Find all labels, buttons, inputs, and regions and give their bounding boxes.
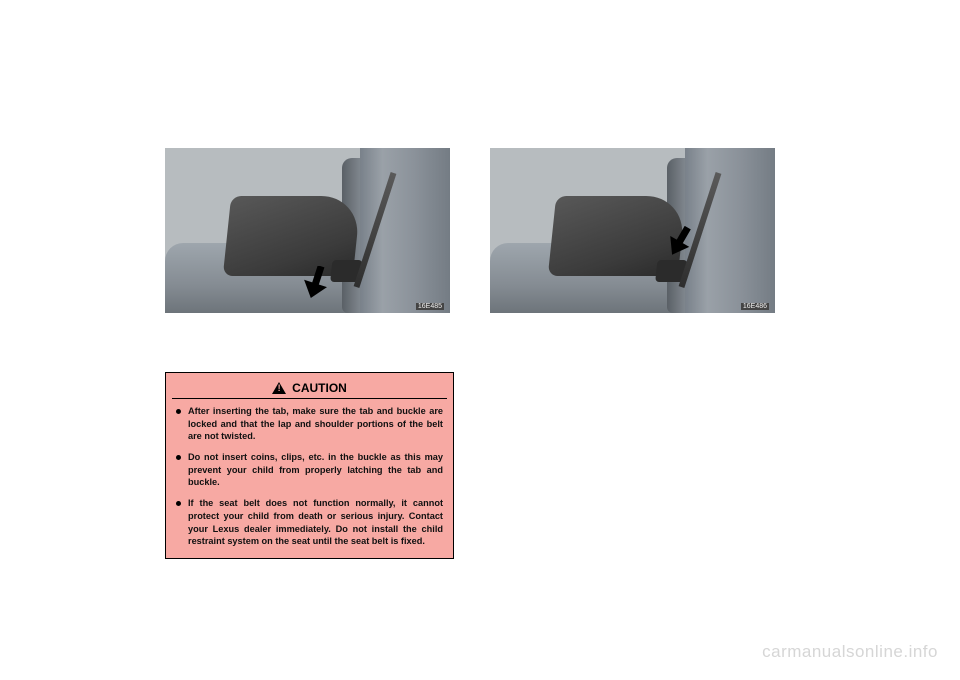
- manual-page: 16E485 16E486 CAUTION After inserting th…: [0, 0, 960, 680]
- figure-left-id: 16E485: [416, 303, 444, 310]
- figure-right: 16E486: [490, 148, 775, 313]
- caution-item: Do not insert coins, clips, etc. in the …: [176, 451, 443, 489]
- warning-triangle-icon: [272, 382, 286, 394]
- caution-body: After inserting the tab, make sure the t…: [166, 399, 453, 558]
- caution-box: CAUTION After inserting the tab, make su…: [165, 372, 454, 559]
- child-seat-shape: [223, 196, 361, 276]
- arrow-down-icon: [303, 266, 329, 298]
- child-seat-shape: [548, 196, 686, 276]
- caution-item: After inserting the tab, make sure the t…: [176, 405, 443, 443]
- figure-left: 16E485: [165, 148, 450, 313]
- caution-header: CAUTION: [172, 377, 447, 399]
- figure-right-id: 16E486: [741, 303, 769, 310]
- caution-frame: CAUTION After inserting the tab, make su…: [165, 372, 454, 559]
- arrow-down-icon: [668, 226, 692, 256]
- watermark-text: carmanualsonline.info: [762, 642, 938, 662]
- caution-list: After inserting the tab, make sure the t…: [176, 405, 443, 548]
- caution-item: If the seat belt does not function norma…: [176, 497, 443, 548]
- caution-title: CAUTION: [292, 381, 347, 395]
